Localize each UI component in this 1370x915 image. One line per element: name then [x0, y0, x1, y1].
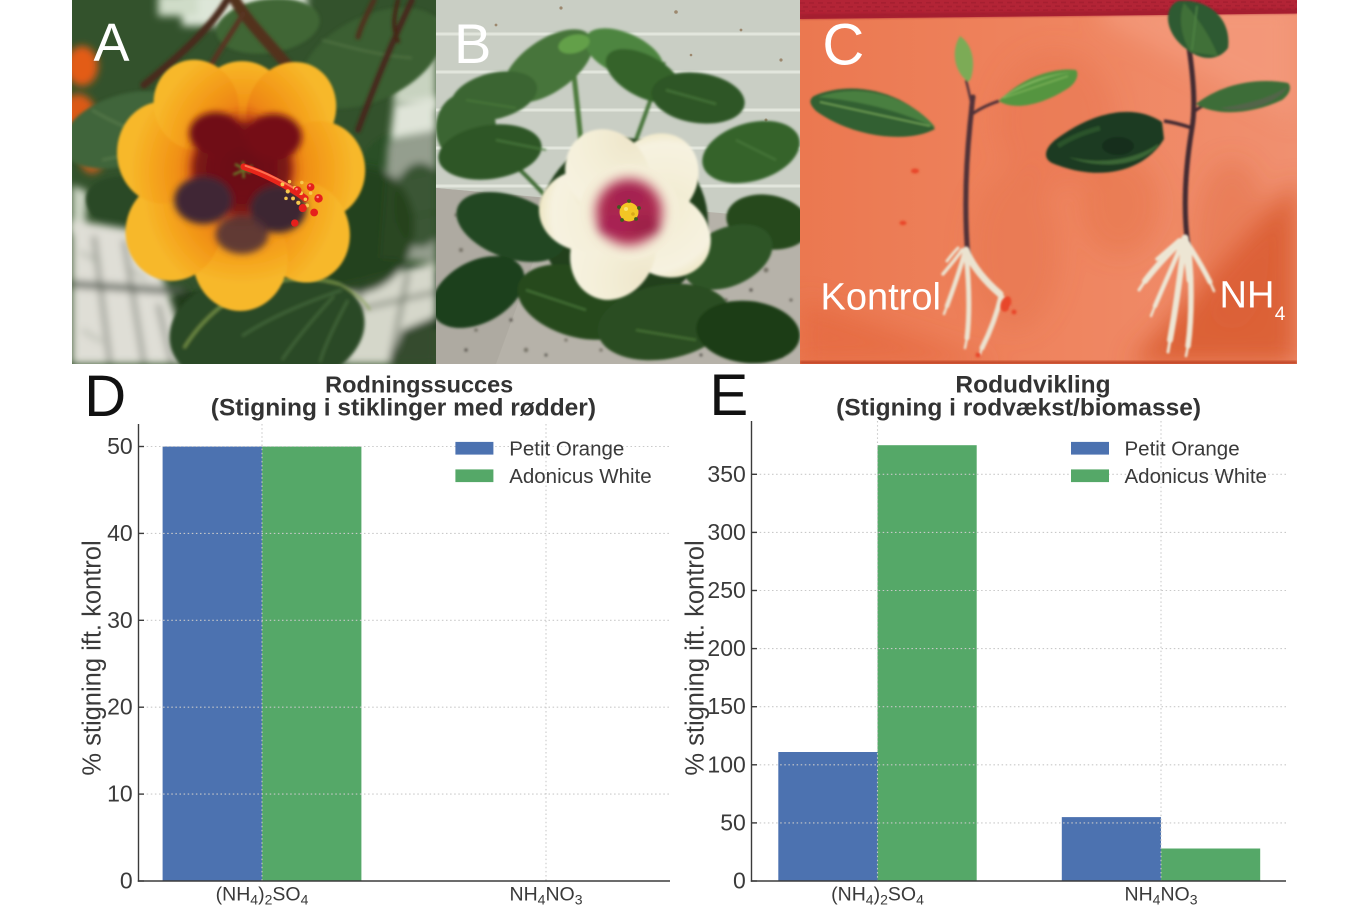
svg-text:% stigning ift. kontrol: % stigning ift. kontrol [682, 540, 710, 775]
svg-text:E: E [710, 363, 749, 428]
svg-text:% stigning ift. kontrol: % stigning ift. kontrol [79, 540, 107, 775]
svg-text:Adonicus White: Adonicus White [1125, 465, 1267, 488]
svg-text:50: 50 [720, 809, 746, 835]
svg-text:0: 0 [733, 868, 746, 894]
svg-text:Rodningssucces: Rodningssucces [325, 372, 513, 398]
svg-text:(Stigning i stiklinger med rød: (Stigning i stiklinger med rødder) [211, 394, 596, 421]
svg-text:NH: NH [1220, 275, 1275, 317]
svg-text:A: A [94, 13, 130, 73]
svg-text:50: 50 [107, 433, 133, 459]
svg-text:150: 150 [707, 693, 745, 719]
svg-text:D: D [84, 364, 126, 429]
svg-text:(NH4)2SO4: (NH4)2SO4 [216, 884, 309, 908]
svg-text:30: 30 [107, 607, 133, 633]
svg-text:Rodudvikling: Rodudvikling [955, 372, 1110, 399]
svg-text:100: 100 [707, 751, 745, 777]
svg-text:200: 200 [707, 635, 745, 661]
svg-text:40: 40 [107, 520, 133, 546]
svg-text:NH4NO3: NH4NO3 [1124, 884, 1197, 908]
svg-text:4: 4 [1275, 304, 1286, 325]
svg-text:0: 0 [120, 868, 133, 894]
svg-text:B: B [454, 12, 491, 75]
svg-text:350: 350 [707, 461, 745, 487]
svg-text:Adonicus White: Adonicus White [509, 465, 651, 488]
svg-text:10: 10 [107, 781, 133, 807]
svg-text:Petit Orange: Petit Orange [1125, 437, 1240, 460]
svg-text:Petit Orange: Petit Orange [509, 437, 624, 460]
svg-text:Kontrol: Kontrol [821, 277, 941, 319]
svg-text:250: 250 [707, 577, 745, 603]
svg-text:NH4NO3: NH4NO3 [509, 884, 582, 908]
svg-text:C: C [822, 13, 864, 78]
svg-text:300: 300 [707, 519, 745, 545]
svg-text:20: 20 [107, 694, 133, 720]
svg-text:(NH4)2SO4: (NH4)2SO4 [831, 884, 924, 908]
svg-text:(Stigning i rodvækst/biomasse): (Stigning i rodvækst/biomasse) [836, 394, 1201, 421]
